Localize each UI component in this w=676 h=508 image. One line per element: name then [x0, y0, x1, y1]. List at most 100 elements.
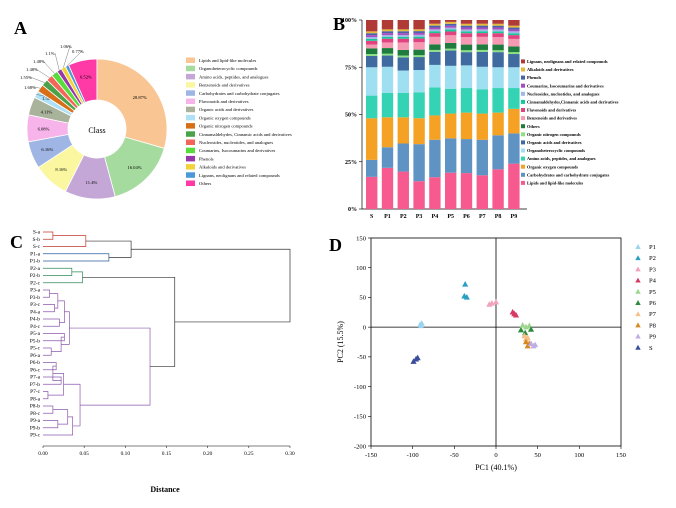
legend-swatch: [521, 108, 525, 112]
bar-segment: [492, 31, 504, 34]
legend-label: Flavonoids and derivatives: [527, 108, 577, 113]
bar-segment: [445, 31, 457, 36]
legend-marker: [635, 266, 641, 272]
dendrogram-link: [49, 293, 59, 309]
legend-swatch: [521, 67, 525, 72]
legend-marker: [635, 288, 641, 294]
legend-label: Amino acids, peptides, and analogues: [199, 74, 269, 80]
bar-segment: [397, 34, 409, 37]
bar-segment: [492, 37, 504, 45]
legend-label: Cinnamaldehydes,Cinnamic acids and deriv…: [527, 100, 619, 105]
x-tick-label: P8: [495, 214, 502, 220]
bar-segment: [508, 20, 520, 26]
bar-segment: [476, 66, 488, 90]
bar-segment: [460, 23, 473, 26]
legend-label: P5: [649, 289, 657, 296]
bar-segment: [460, 33, 473, 38]
legend-swatch: [186, 57, 195, 63]
x-tick-label: 0.15: [162, 451, 172, 457]
bar-segment: [413, 181, 425, 209]
bar-segment: [397, 36, 409, 39]
bar-segment: [366, 33, 378, 36]
bar-segment: [476, 27, 488, 30]
legend-label: Organic acids and derivatives: [527, 140, 582, 145]
data-point: [417, 321, 424, 327]
y-tick-label: 50: [359, 295, 366, 302]
bar-segment: [476, 20, 488, 24]
data-point: [519, 321, 526, 328]
dendrogram-link: [47, 373, 64, 396]
legend-label: Alkaloids and derivatives: [527, 67, 574, 72]
dendrogram: S-aS-bS-cP1-a P1-bP2-aP2-bP2-c P3-aP3-bP3-…: [30, 230, 295, 495]
legend-label: Alkaloids and derivatives: [199, 165, 246, 170]
bar-segment: [508, 163, 520, 209]
donut-chart: 6.52% 28.87% 16.04% 11.4% 8.16% 6.16% 6.08% 4.1…: [20, 44, 292, 200]
legend-swatch: [521, 59, 525, 64]
bar-segment: [366, 55, 378, 68]
leaf-label: P5-b: [30, 338, 40, 344]
donut-center-label: Class: [88, 126, 105, 135]
leaf-label: P5-a: [30, 331, 40, 337]
bar-segment: [508, 31, 520, 34]
bar-segment: [460, 25, 473, 28]
y-tick-label: 150: [356, 235, 367, 242]
bar-segment: [476, 51, 488, 67]
data-point: [522, 338, 530, 345]
leaf-label: P2-b: [30, 273, 40, 279]
bar-segment: [508, 67, 520, 89]
legend-label: Benzenoids and derivatives: [199, 83, 250, 88]
bar-segment: [429, 64, 441, 88]
dendrogram-link: [63, 383, 81, 427]
dendrogram-link: [43, 304, 55, 313]
bar-segment: [508, 25, 520, 28]
bar-segment: [397, 38, 409, 43]
bar-segment: [445, 25, 457, 28]
bar-segment: [476, 175, 488, 209]
bar-segment: [445, 88, 457, 114]
bar-segment: [445, 50, 457, 66]
legend-label: Organoheterocyclic compounds: [527, 148, 585, 153]
legend-label: Coumarins, Isocoumarins and derivatives: [199, 148, 276, 154]
legend-label: S: [649, 345, 653, 352]
bar-segment: [366, 176, 378, 209]
bar-segment: [413, 38, 425, 43]
x-tick-label: 0.00: [38, 451, 48, 457]
y-tick-label: 100%: [342, 18, 357, 24]
bar-segment: [366, 95, 378, 119]
bar-segment: [445, 172, 457, 209]
leaf-label: P6-b: [30, 360, 40, 366]
bar-segment: [508, 33, 520, 36]
y-tick-label: -50: [357, 354, 366, 361]
dendrogram-link: [43, 318, 60, 327]
slice-label: 1.68%: [24, 85, 36, 90]
legend-label: Others: [527, 124, 540, 129]
legend-swatch: [186, 114, 195, 121]
bar-segment: [445, 48, 457, 51]
dendrogram-link: [43, 253, 110, 262]
bar-segment: [413, 55, 425, 58]
slice-label: 1.1%: [45, 51, 55, 56]
bar-segment: [460, 65, 473, 89]
donut-slice: [96, 58, 168, 149]
bar-segment: [492, 23, 504, 26]
bar-segment: [366, 20, 378, 32]
bar-segment: [381, 29, 394, 32]
legend-swatch: [186, 98, 195, 104]
bar-segment: [429, 36, 441, 45]
dendrogram-link: [69, 327, 151, 406]
bar-segment: [366, 54, 378, 56]
leader-line: [33, 86, 41, 89]
legend-swatch: [521, 156, 525, 161]
x-tick-label: 0.20: [203, 451, 213, 457]
bar-segment: [381, 147, 394, 168]
bar-segment: [429, 115, 441, 140]
leaf-label: P1-b: [30, 259, 40, 265]
dendrogram-link: [82, 276, 176, 367]
bar-segment: [508, 35, 520, 39]
leaf-label: P2-a: [30, 266, 40, 272]
bar-segment: [381, 48, 394, 54]
x-tick-label: 50: [534, 452, 541, 459]
bar-segment: [413, 118, 425, 145]
legend-label: Coumarins, Isocoumarins and derivatives: [527, 83, 604, 88]
legend-label: Phenols: [527, 75, 542, 80]
